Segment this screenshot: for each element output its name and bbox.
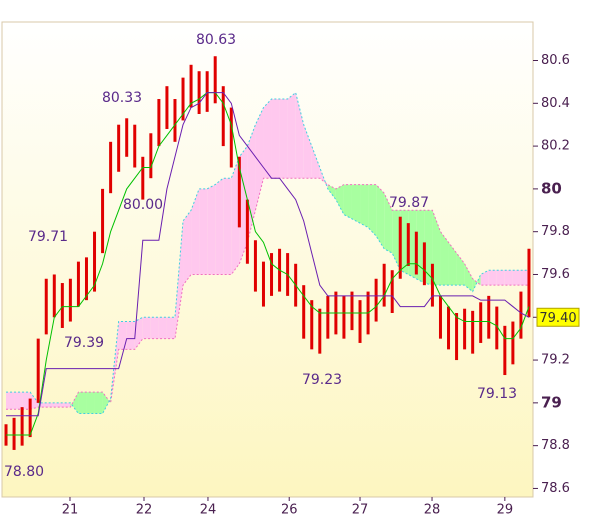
cloud-segment [191, 188, 200, 275]
cloud-segment [118, 321, 127, 350]
cloud-segment [231, 156, 240, 275]
y-tick-label: 78.8 [541, 438, 570, 453]
annotation: 80.63 [196, 32, 236, 48]
annotation: 79.71 [28, 229, 68, 245]
cloud-segment [255, 107, 264, 211]
last-price-label: 79.40 [539, 311, 576, 326]
x-tick-label: 27 [352, 503, 369, 518]
x-tick-label: 22 [136, 503, 153, 518]
cloud-segment [263, 99, 272, 179]
indicator-line [6, 92, 530, 436]
cloud-segment [22, 392, 31, 410]
cloud-segment [384, 193, 393, 254]
cloud-segment [368, 184, 377, 236]
cloud-segment [464, 263, 473, 292]
cloud-segment [166, 317, 175, 339]
cloud-segment [150, 317, 159, 339]
x-tick-label: 28 [424, 503, 441, 518]
span-b-line [6, 91, 529, 415]
cloud-segment [94, 392, 103, 414]
cloud-segment [432, 210, 441, 286]
cloud-segment [271, 99, 280, 179]
cloud-segment [46, 402, 55, 408]
cloud-segment [504, 270, 513, 286]
cloud-segment [199, 188, 208, 275]
cloud-segment [102, 392, 111, 414]
cloud-segment [440, 231, 449, 286]
cloud-segment [70, 392, 79, 414]
cloud-segment [496, 270, 505, 286]
y-tick-label: 79 [541, 393, 562, 411]
cloud-segment [6, 392, 15, 410]
cloud-segment [343, 184, 352, 219]
cloud-segment [215, 178, 224, 275]
cloud-segment [400, 210, 409, 275]
cloud-segment [448, 242, 457, 286]
cloud-segment [303, 124, 312, 179]
y-tick-label: 79.6 [541, 267, 570, 282]
cloud-segment [78, 392, 87, 414]
cloud-segment [295, 92, 304, 179]
cloud-segment [360, 184, 369, 228]
annotation: 79.39 [64, 335, 104, 351]
y-tick-label: 80.6 [541, 53, 570, 68]
y-tick-label: 80.4 [541, 96, 570, 111]
cloud-segment [351, 184, 361, 224]
cloud-segment [54, 402, 63, 408]
cloud-segment [183, 210, 192, 286]
cloud-segment [424, 210, 433, 286]
annotation: 78.80 [4, 464, 44, 480]
y-tick-label: 80.2 [541, 139, 570, 154]
cloud-segment [223, 178, 232, 275]
cloud-segment [14, 392, 23, 410]
cloud-segment [512, 270, 521, 286]
cloud-segment [207, 184, 216, 275]
annotation: 79.87 [389, 195, 429, 211]
y-tick-label: 79.2 [541, 353, 570, 368]
annotation: 79.23 [302, 372, 342, 388]
cloud-segment [62, 402, 71, 408]
y-tick-label: 79.8 [541, 224, 570, 239]
indicator-line [6, 92, 530, 417]
span-a-line [6, 177, 529, 410]
cloud-segment [279, 99, 288, 179]
annotation: 80.00 [123, 197, 163, 213]
cloud-segment [158, 317, 167, 339]
cloud-segment [488, 270, 497, 286]
cloud-segment [520, 270, 529, 286]
last-price-tag [536, 307, 580, 327]
x-tick-label: 24 [200, 503, 217, 518]
cloud-segment [142, 317, 151, 339]
y-tick-label: 78.6 [541, 481, 570, 496]
cloud-segment [134, 317, 143, 350]
cloud-segment [408, 210, 417, 279]
cloud-segment [174, 220, 184, 339]
x-tick-label: 21 [62, 503, 79, 518]
cloud-segment [86, 392, 95, 414]
cloud-segment [30, 392, 39, 410]
cloud-segment [311, 146, 320, 179]
y-tick-label: 80 [541, 179, 562, 197]
cloud-segment [392, 210, 401, 271]
x-tick-label: 26 [281, 503, 298, 518]
cloud-segment [376, 184, 385, 249]
cloud-segment [335, 184, 344, 215]
annotation: 79.13 [477, 386, 517, 402]
cloud-segment [126, 321, 135, 350]
cloud-segment [456, 253, 465, 286]
annotation: 80.33 [102, 90, 142, 106]
cloud-segment [287, 92, 296, 179]
cloud-segment [327, 184, 336, 200]
x-tick-label: 29 [497, 503, 514, 518]
